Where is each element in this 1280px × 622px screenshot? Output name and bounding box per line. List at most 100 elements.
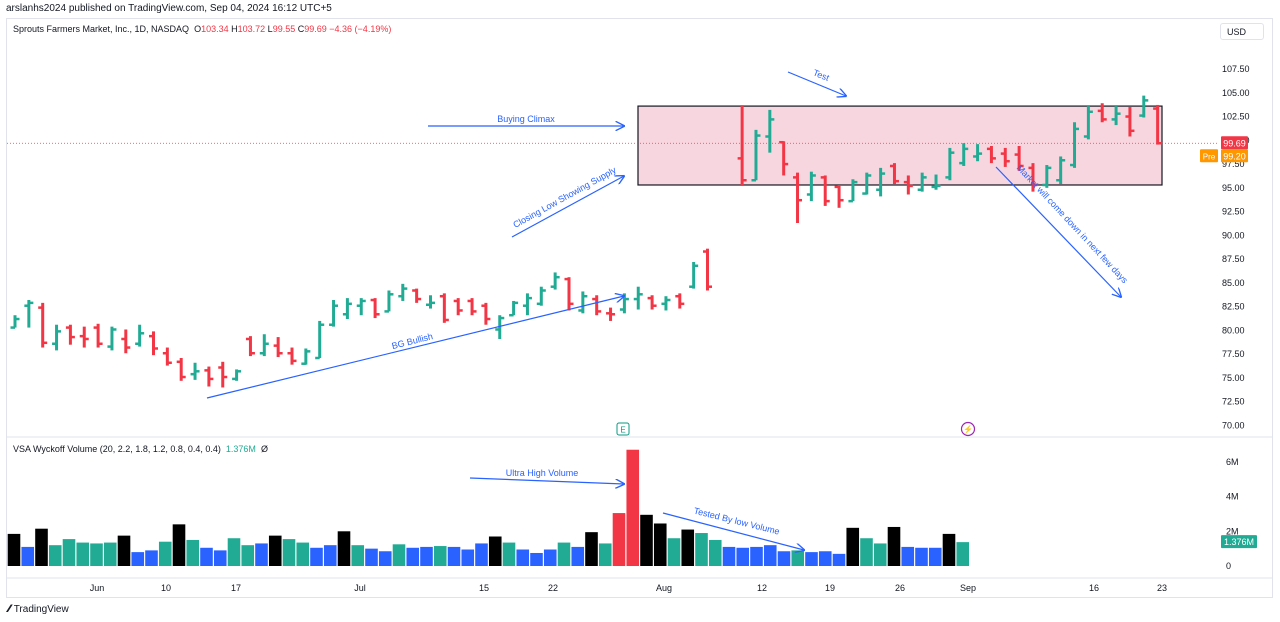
volume-bar <box>200 547 213 566</box>
buying-climax-label: Buying Climax <box>497 114 555 124</box>
pre-market-price-text: 99.20 <box>1223 151 1246 161</box>
volume-bar <box>736 547 750 566</box>
ohlc-bar <box>176 358 186 381</box>
ohlc-bar <box>79 326 89 348</box>
price-tick-label: 95.00 <box>1222 183 1245 193</box>
volume-bar <box>186 539 200 566</box>
volume-bar <box>365 548 378 566</box>
volume-bar <box>846 527 860 566</box>
volume-bar <box>227 538 241 566</box>
volume-bar <box>942 533 956 566</box>
ohlc-bar <box>862 172 872 195</box>
price-tick-label: 90.00 <box>1222 230 1245 240</box>
tested-low-volume-arrow <box>662 512 804 550</box>
ohlc-bar <box>509 300 519 317</box>
ohlc-bar <box>592 295 602 316</box>
closing-low-label: Closing Low Showing Supply <box>511 165 618 230</box>
ohlc-bar <box>481 302 491 325</box>
volume-bar <box>915 547 928 566</box>
volume-bar <box>708 539 722 566</box>
footer-brand-text: TradingView <box>13 603 69 615</box>
volume-bar <box>145 550 158 566</box>
ohlc-bar <box>218 361 228 388</box>
ohlc-change: −4.36 (−4.19%) <box>329 24 392 34</box>
volume-bar <box>323 545 337 566</box>
volume-bar <box>131 552 145 566</box>
ohlc-bar <box>24 300 34 328</box>
ohlc-c-label: C <box>297 24 305 34</box>
ohlc-bar <box>578 291 588 314</box>
volume-bar <box>832 553 846 566</box>
price-tick-label: 87.50 <box>1222 254 1245 264</box>
ohlc-bar <box>793 172 803 224</box>
ohlc-bar <box>135 324 145 347</box>
ohlc-bar <box>1083 106 1093 140</box>
dividend-flash-icon <box>960 421 976 437</box>
ohlc-open: 103.34 <box>201 24 229 34</box>
volume-bar <box>860 538 873 566</box>
ohlc-bar <box>945 147 955 181</box>
volume-bar <box>585 532 598 566</box>
ohlc-bar <box>1014 146 1024 171</box>
volume-bar <box>310 547 323 566</box>
test-label: Test <box>812 67 832 83</box>
ultra-high-volume-arrow <box>469 477 624 484</box>
volume-bar <box>722 546 736 566</box>
volume-bar <box>35 528 48 566</box>
time-tick-label: Jun <box>90 583 105 593</box>
time-tick-label: Aug <box>656 583 672 593</box>
volume-bar <box>21 546 35 566</box>
ohlc-bar <box>959 143 969 166</box>
ohlc-bar <box>121 329 131 354</box>
market-down-arrow <box>995 166 1121 297</box>
volume-bar <box>378 551 392 566</box>
closing-low-arrow <box>511 176 624 238</box>
volume-bar <box>351 545 365 566</box>
ohlc-bar <box>779 140 789 176</box>
ohlc-bar <box>820 175 830 206</box>
earnings-icon <box>616 422 630 436</box>
ohlc-bar <box>606 307 616 321</box>
ohlc-bar <box>765 109 775 153</box>
price-tick-label: 102.50 <box>1222 112 1250 122</box>
ohlc-bar <box>1028 163 1038 192</box>
pre-market-label-text: Pre <box>1203 152 1216 161</box>
volume-bar <box>956 542 970 566</box>
volume-bar <box>62 539 76 566</box>
ohlc-bar <box>931 174 941 190</box>
volume-bar <box>873 543 887 566</box>
volume-bar <box>681 529 695 566</box>
volume-bar <box>48 545 62 566</box>
volume-legend: VSA Wyckoff Volume (20, 2.2, 1.8, 1.2, 0… <box>13 444 268 454</box>
price-tick-label: 72.50 <box>1222 397 1245 407</box>
ohlc-bar <box>903 175 913 195</box>
currency-button[interactable]: USD <box>1220 23 1264 40</box>
time-tick-label: 16 <box>1089 583 1099 593</box>
volume-bar <box>901 546 915 566</box>
ohlc-bar <box>661 296 671 311</box>
volume-bar <box>158 541 172 566</box>
ohlc-l-label: L <box>267 24 273 34</box>
ohlc-bar <box>52 324 62 351</box>
ohlc-bar <box>647 295 657 310</box>
ohlc-bar <box>689 261 699 289</box>
ohlc-bar <box>834 184 844 208</box>
price-tick-label: 92.50 <box>1222 207 1245 217</box>
time-tick-label: 17 <box>231 583 241 593</box>
volume-indicator-value: 1.376M <box>225 444 256 454</box>
volume-bar <box>653 523 667 566</box>
volume-bar <box>282 539 296 566</box>
volume-bar <box>447 546 461 566</box>
volume-bar <box>695 533 708 566</box>
ohlc-bar <box>398 283 408 301</box>
volume-bar <box>640 514 653 566</box>
earnings-icon-text: E <box>620 426 625 435</box>
dividend-flash-icon-text: ⚡ <box>963 424 973 434</box>
test-arrow <box>787 71 846 96</box>
ohlc-bar <box>287 347 297 365</box>
ohlc-bar <box>162 347 172 366</box>
ohlc-low: 99.55 <box>272 24 296 34</box>
ohlc-o-label: O <box>194 24 202 34</box>
price-tick-label: 77.50 <box>1222 349 1245 359</box>
